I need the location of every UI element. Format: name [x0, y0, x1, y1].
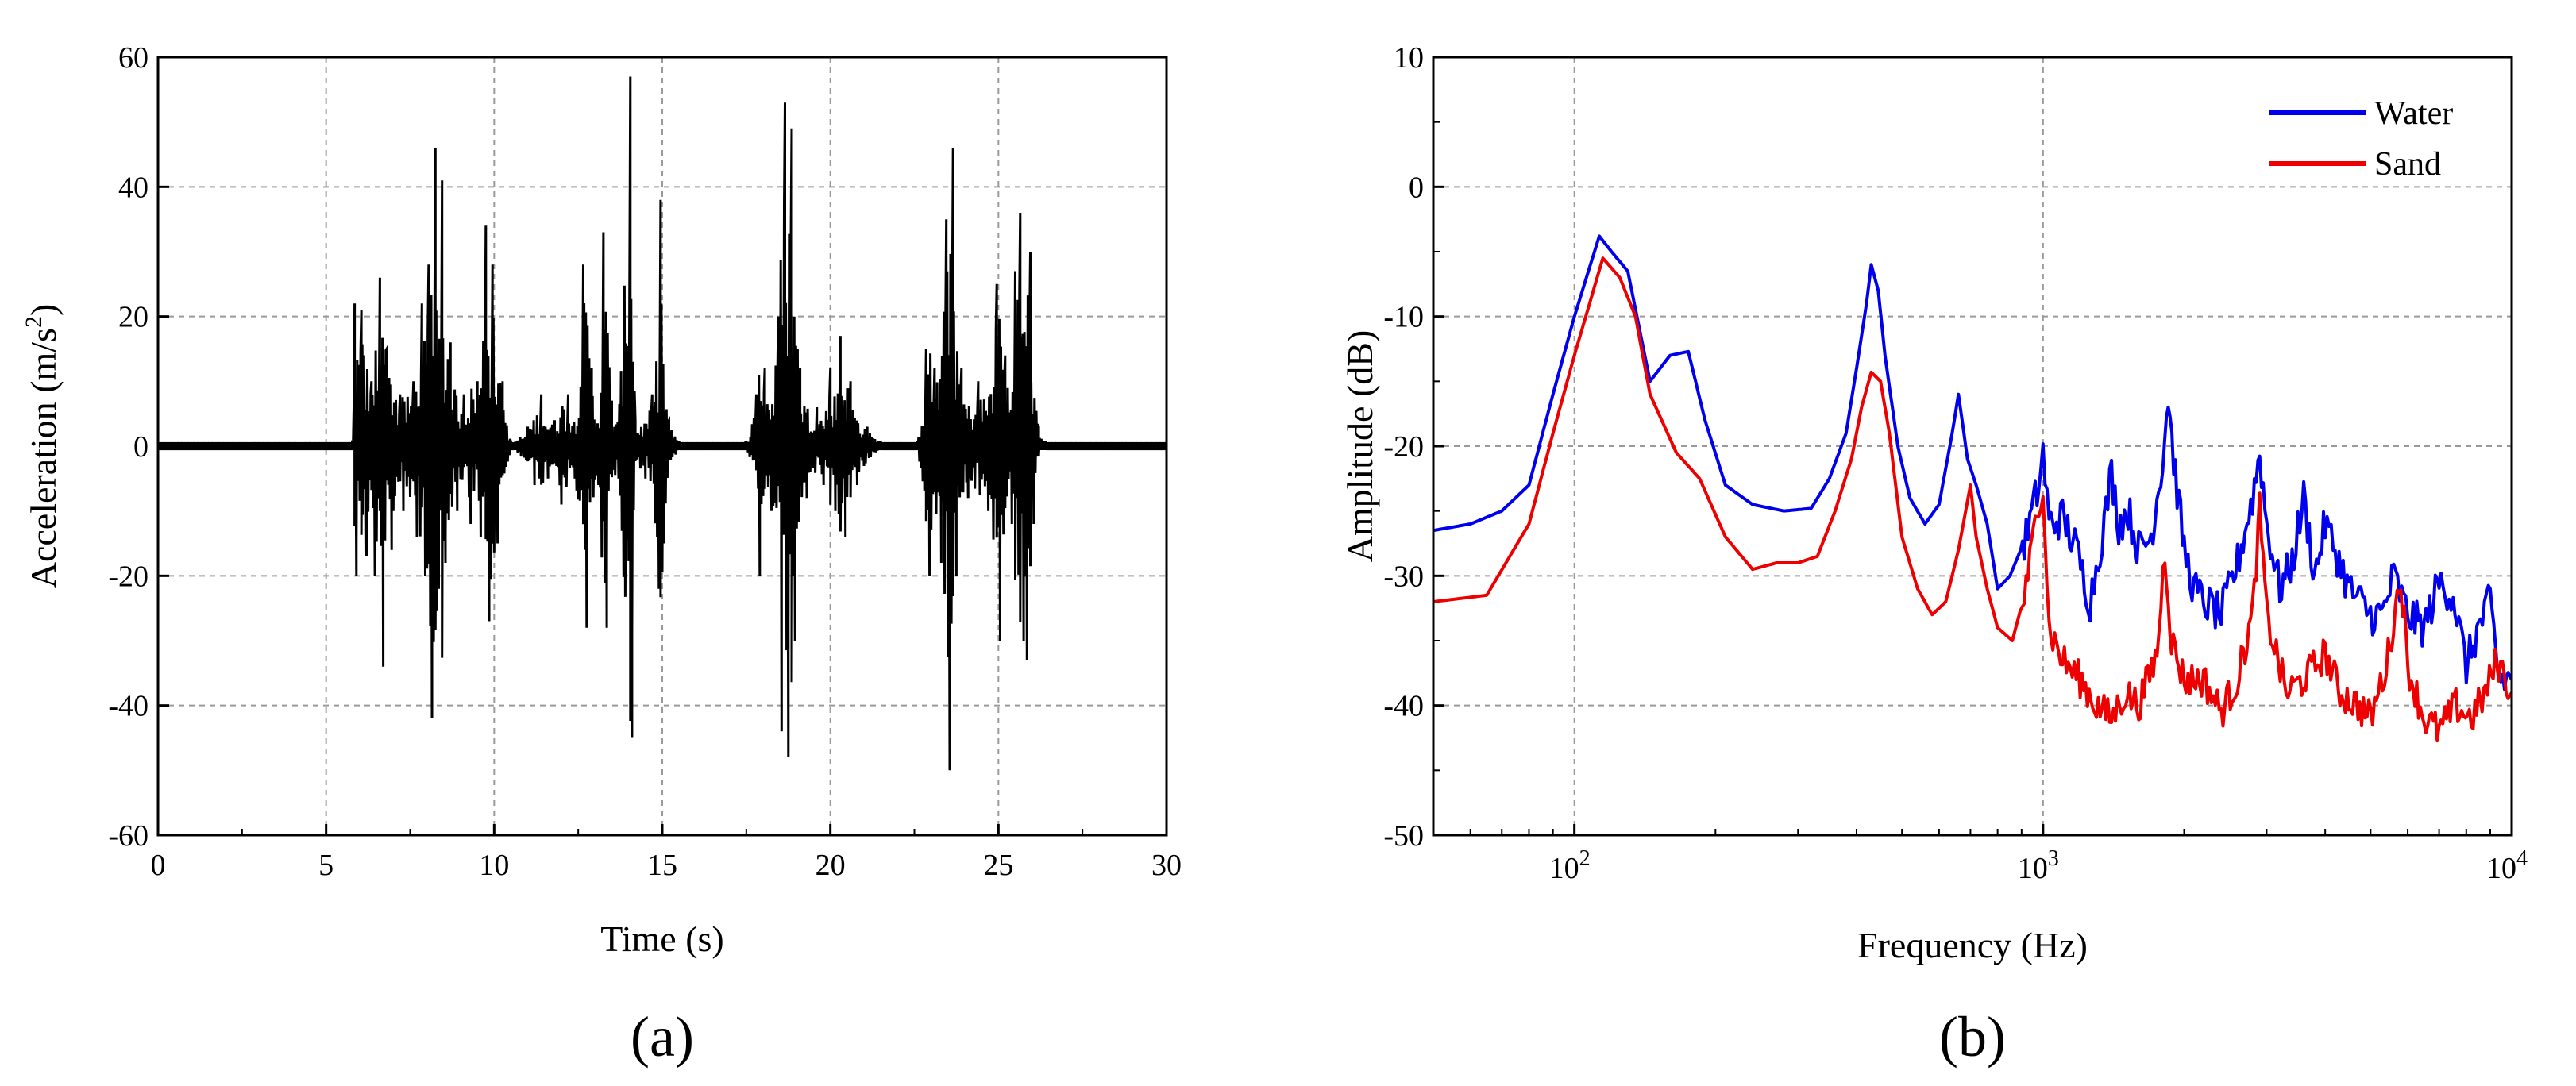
panel-a-label: (a): [631, 1005, 694, 1069]
a-tick-label-x: 10: [479, 849, 509, 882]
panel-b-series: [1433, 234, 2513, 743]
a-tick-label-y: -40: [108, 690, 148, 723]
a-tick-label-y: 40: [118, 171, 148, 204]
a-tick-label-y: 60: [118, 41, 148, 75]
b-tick-label-y: -10: [1383, 301, 1424, 334]
a-tick-label-y: 20: [118, 301, 148, 334]
b-tick-label-y: 0: [1409, 171, 1424, 204]
series-acceleration-line: [156, 76, 1168, 771]
panel-a-tick-labels: 0 5 10 15 20 25 30 -60 -40 -20 0 20 40 60: [108, 41, 1182, 882]
panel-a-y-axis-title-sup: 2: [21, 316, 47, 328]
panel-b-frequency-spectrum: 102 103 104 -50 -40 -30 -20 -10 0 10 Frequency (H…: [1340, 41, 2528, 1069]
panel-a-y-axis-title-main: Acceleration (m/s: [23, 328, 64, 588]
a-tick-label-y: -60: [108, 819, 148, 853]
panel-b-grid: [1433, 57, 2512, 835]
a-tick-label-x: 0: [151, 849, 166, 882]
b-tick-label-x: 102: [1549, 846, 1591, 885]
b-tick-label-y: -40: [1383, 690, 1424, 723]
panel-a-x-axis-title: Time (s): [600, 918, 724, 959]
panel-b-x-axis-title: Frequency (Hz): [1857, 925, 2088, 965]
b-tick-label-y: -20: [1383, 430, 1424, 464]
a-tick-label-y: 0: [133, 430, 148, 464]
panel-b-tick-labels: 102 103 104 -50 -40 -30 -20 -10 0 10: [1383, 41, 2528, 885]
panel-a-time-series: 0 5 10 15 20 25 30 -60 -40 -20 0 20 40 60 Time (s) Ac…: [21, 41, 1182, 1069]
b-tick-label-y: -30: [1383, 560, 1424, 593]
panel-a-series: [156, 76, 1168, 771]
b-tick-label-x: 103: [2018, 846, 2059, 885]
b-tick-label-x: 104: [2486, 846, 2528, 885]
legend-label-sand: Sand: [2374, 146, 2441, 183]
a-tick-label-x: 20: [816, 849, 846, 882]
a-tick-label-x: 25: [983, 849, 1013, 882]
a-tick-label-y: -20: [108, 560, 148, 593]
panel-b-plot-border: [1432, 56, 2513, 837]
series-water-line: [1433, 234, 2513, 691]
panel-b-legend: Water Sand: [2269, 95, 2453, 183]
panel-a-y-axis-title: Acceleration (m/s2): [21, 304, 64, 589]
legend-label-water: Water: [2374, 95, 2453, 132]
a-tick-label-x: 15: [647, 849, 677, 882]
panel-b-label: (b): [1939, 1005, 2006, 1069]
panel-a-plot-border: [156, 56, 1168, 837]
panel-a-y-axis-title-close: ): [23, 304, 64, 316]
b-tick-label-y: -50: [1383, 819, 1424, 853]
series-sand-line: [1433, 256, 2513, 743]
a-tick-label-x: 5: [318, 849, 334, 882]
b-tick-label-y: 10: [1394, 41, 1424, 75]
panel-b-y-axis-title: Amplitude (dB): [1340, 330, 1380, 563]
a-tick-label-x: 30: [1151, 849, 1182, 882]
